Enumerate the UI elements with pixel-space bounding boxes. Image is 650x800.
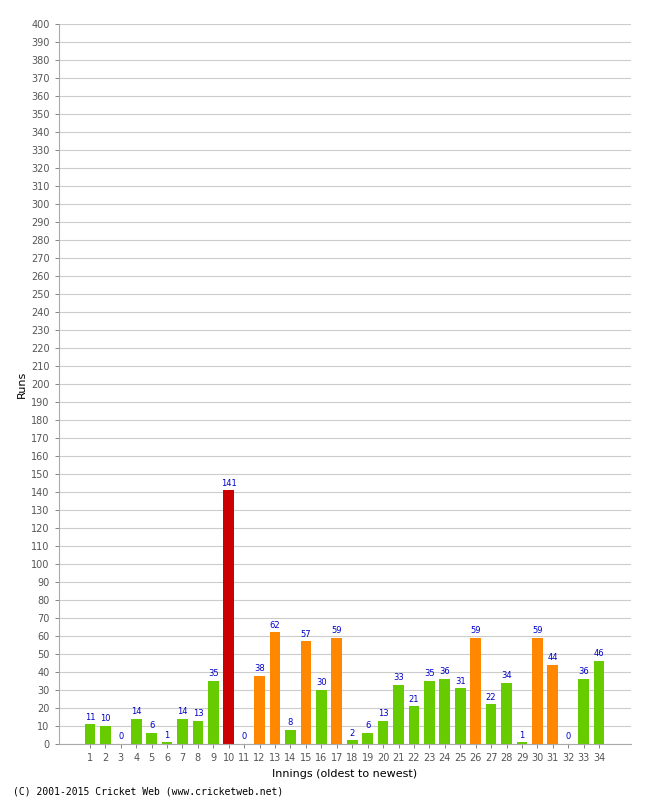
Bar (131, 718, 142, 744)
Bar (254, 675, 265, 744)
Text: 30: 30 (316, 678, 327, 687)
Y-axis label: Runs: Runs (17, 370, 27, 398)
Bar (532, 638, 543, 744)
Bar (486, 704, 497, 744)
Bar (547, 665, 558, 744)
Text: 2: 2 (350, 729, 355, 738)
Text: 10: 10 (100, 714, 110, 723)
Text: 14: 14 (131, 707, 142, 716)
Bar (578, 679, 589, 744)
Bar (316, 690, 327, 744)
Text: 6: 6 (149, 722, 154, 730)
Bar (332, 638, 342, 744)
Text: 62: 62 (270, 621, 280, 630)
Text: 36: 36 (439, 667, 450, 677)
Text: 8: 8 (288, 718, 293, 727)
Bar (270, 632, 280, 744)
Text: (C) 2001-2015 Cricket Web (www.cricketweb.net): (C) 2001-2015 Cricket Web (www.cricketwe… (13, 786, 283, 796)
Text: 38: 38 (254, 664, 265, 673)
Text: 34: 34 (501, 671, 512, 680)
Bar (146, 733, 157, 744)
Text: 31: 31 (455, 677, 465, 686)
Text: 0: 0 (566, 732, 571, 742)
Text: 13: 13 (378, 709, 389, 718)
Text: 0: 0 (118, 732, 124, 742)
Text: 1: 1 (519, 730, 525, 739)
Text: 1: 1 (164, 730, 170, 739)
Text: 13: 13 (192, 709, 203, 718)
Bar (162, 742, 172, 744)
Bar (224, 490, 234, 744)
Bar (378, 721, 389, 744)
Text: 21: 21 (409, 694, 419, 703)
Bar (439, 679, 450, 744)
Bar (100, 726, 110, 744)
Bar (455, 688, 465, 744)
Bar (362, 733, 373, 744)
Bar (208, 681, 219, 744)
Text: 36: 36 (578, 667, 589, 677)
Text: 35: 35 (424, 670, 435, 678)
Bar (285, 730, 296, 744)
Bar (177, 718, 188, 744)
Text: 59: 59 (532, 626, 543, 635)
Bar (501, 682, 512, 744)
Text: 33: 33 (393, 673, 404, 682)
Text: 0: 0 (242, 732, 247, 742)
Text: 59: 59 (471, 626, 481, 635)
Bar (393, 685, 404, 744)
Text: 141: 141 (221, 478, 237, 487)
Text: 44: 44 (547, 653, 558, 662)
Bar (347, 741, 358, 744)
Bar (84, 724, 96, 744)
Text: 57: 57 (300, 630, 311, 638)
Text: 6: 6 (365, 722, 370, 730)
Bar (300, 642, 311, 744)
Text: 22: 22 (486, 693, 497, 702)
Bar (424, 681, 435, 744)
Bar (409, 706, 419, 744)
Text: 35: 35 (208, 670, 218, 678)
X-axis label: Innings (oldest to newest): Innings (oldest to newest) (272, 769, 417, 778)
Text: 59: 59 (332, 626, 342, 635)
Bar (470, 638, 481, 744)
Bar (192, 721, 203, 744)
Text: 11: 11 (84, 713, 95, 722)
Text: 46: 46 (594, 650, 604, 658)
Text: 14: 14 (177, 707, 188, 716)
Bar (517, 742, 527, 744)
Bar (593, 661, 604, 744)
